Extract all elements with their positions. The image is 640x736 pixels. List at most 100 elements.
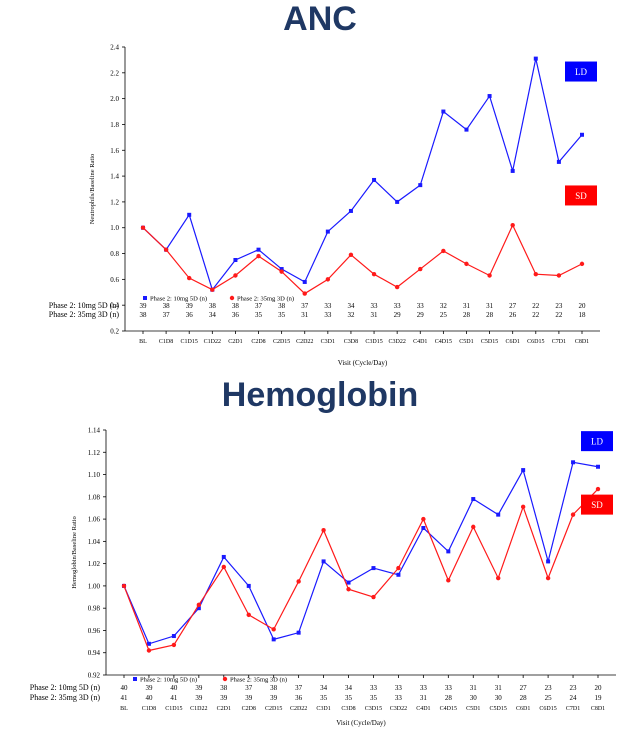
y-tick-label: 1.04 xyxy=(88,538,101,546)
data-point-series-0 xyxy=(302,279,307,284)
data-point-series-0 xyxy=(487,94,492,99)
x-tick-label: BL xyxy=(120,706,128,712)
x-tick-label: C3D15 xyxy=(365,706,382,712)
data-point-series-0 xyxy=(556,159,561,164)
x-tick-label: C7D1 xyxy=(552,339,566,345)
n-table-value: 34 xyxy=(345,684,353,692)
n-table-value: 24 xyxy=(570,694,578,702)
x-tick-label: C2D8 xyxy=(251,339,265,345)
n-table-value: 31 xyxy=(371,311,379,319)
n-table-value: 28 xyxy=(463,311,471,319)
n-table-row-label: Phase 2: 10mg 5D (n) xyxy=(30,683,101,692)
data-point-series-1 xyxy=(140,225,146,230)
data-point-series-0 xyxy=(580,132,584,137)
data-point-series-0 xyxy=(418,183,423,188)
data-point-series-0 xyxy=(496,512,501,517)
data-point-series-0 xyxy=(348,208,353,213)
n-table-value: 31 xyxy=(463,302,471,310)
badge-sd xyxy=(581,494,613,515)
data-point-series-0 xyxy=(246,583,251,588)
y-tick-label: 0.4 xyxy=(110,302,119,310)
data-point-series-0 xyxy=(510,168,515,173)
x-tick-label: C1D15 xyxy=(181,339,198,345)
n-table-value: 34 xyxy=(347,302,355,310)
badge-ld xyxy=(581,431,613,452)
x-tick-label: C1D8 xyxy=(159,339,173,345)
x-tick-label: C7D1 xyxy=(566,706,580,712)
data-point-series-0 xyxy=(171,634,176,639)
data-point-series-1 xyxy=(325,277,331,282)
x-tick-label: C2D8 xyxy=(242,706,256,712)
series-line-1 xyxy=(142,223,583,295)
n-table-value: 31 xyxy=(495,684,503,692)
n-table-value: 38 xyxy=(220,684,228,692)
data-point-series-1 xyxy=(187,275,192,281)
data-point-series-1 xyxy=(371,272,377,277)
data-point-series-1 xyxy=(271,627,276,632)
x-tick-label: C5D1 xyxy=(459,339,473,345)
legend-marker xyxy=(229,295,235,301)
n-table-value: 35 xyxy=(370,694,378,702)
data-point-series-1 xyxy=(396,565,401,571)
data-point-series-1 xyxy=(246,612,251,618)
x-tick-label: BL xyxy=(139,339,147,345)
data-point-series-1 xyxy=(171,642,177,648)
n-table-value: 34 xyxy=(209,311,217,319)
x-tick-label: C3D8 xyxy=(341,706,355,712)
data-point-series-1 xyxy=(471,524,476,530)
n-table-value: 40 xyxy=(145,694,153,702)
n-table-value: 40 xyxy=(170,684,178,692)
data-point-series-0 xyxy=(395,199,400,204)
n-table-value: 22 xyxy=(532,311,540,319)
x-tick-label: C2D22 xyxy=(296,339,313,345)
x-tick-label: C1D22 xyxy=(204,339,221,345)
data-point-series-1 xyxy=(533,272,538,277)
series-line-0 xyxy=(142,58,583,291)
data-point-series-1 xyxy=(418,266,423,272)
n-table-value: 19 xyxy=(595,694,603,702)
n-table-row-label: Phase 2: 10mg 5D (n) xyxy=(49,301,120,310)
data-point-series-1 xyxy=(146,648,152,653)
n-table-value: 35 xyxy=(345,694,353,702)
y-tick-label: 1.10 xyxy=(88,471,101,479)
n-table-value: 39 xyxy=(140,302,148,310)
n-table-value: 28 xyxy=(486,311,494,319)
data-point-series-0 xyxy=(196,606,201,611)
n-table-value: 33 xyxy=(370,684,378,692)
n-table-value: 39 xyxy=(270,694,278,702)
y-tick-label: 1.06 xyxy=(88,516,101,524)
n-table-value: 38 xyxy=(163,302,171,310)
n-table-value: 39 xyxy=(145,684,153,692)
n-table-value: 39 xyxy=(220,694,228,702)
n-table-value: 18 xyxy=(579,311,587,319)
x-tick-label: C2D22 xyxy=(290,706,307,712)
x-tick-label: C5D1 xyxy=(466,706,480,712)
y-tick-label: 1.08 xyxy=(88,493,101,501)
x-axis-label: Visit (Cycle/Day) xyxy=(338,359,388,367)
x-tick-label: C3D15 xyxy=(365,339,382,345)
y-axis-label: Hemoglobin/Baseline Ratio xyxy=(71,516,78,588)
n-table-value: 33 xyxy=(324,302,332,310)
n-table-value: 41 xyxy=(170,694,178,702)
data-point-series-0 xyxy=(421,526,426,530)
data-point-series-0 xyxy=(371,566,376,571)
y-tick-label: 1.2 xyxy=(110,198,119,206)
n-table-value: 35 xyxy=(320,694,328,702)
n-table-value: 36 xyxy=(186,311,194,319)
x-tick-label: C2D1 xyxy=(217,706,231,712)
x-tick-label: C6D1 xyxy=(516,706,530,712)
anc-chart: 0.2 0.4 0.6 0.8 1.0 1.2 1.4 1.6 1.8 2.0 2.2 2.4 Neut… xyxy=(49,44,600,367)
data-point-series-0 xyxy=(256,247,261,252)
data-point-series-1 xyxy=(441,248,446,254)
n-table-row-label: Phase 2: 35mg 3D (n) xyxy=(49,310,120,319)
n-table-value: 31 xyxy=(470,684,478,692)
data-point-series-0 xyxy=(296,630,301,635)
n-table-value: 38 xyxy=(278,302,286,310)
n-table-value: 33 xyxy=(395,684,403,692)
y-tick-label: 0.6 xyxy=(110,276,119,284)
y-axis-label: Neutrophils/Baseline Ratio xyxy=(89,154,96,225)
data-point-series-1 xyxy=(346,587,351,592)
badge-sd-label: SD xyxy=(575,191,587,201)
data-point-series-0 xyxy=(546,559,551,564)
n-table-value: 25 xyxy=(440,311,448,319)
